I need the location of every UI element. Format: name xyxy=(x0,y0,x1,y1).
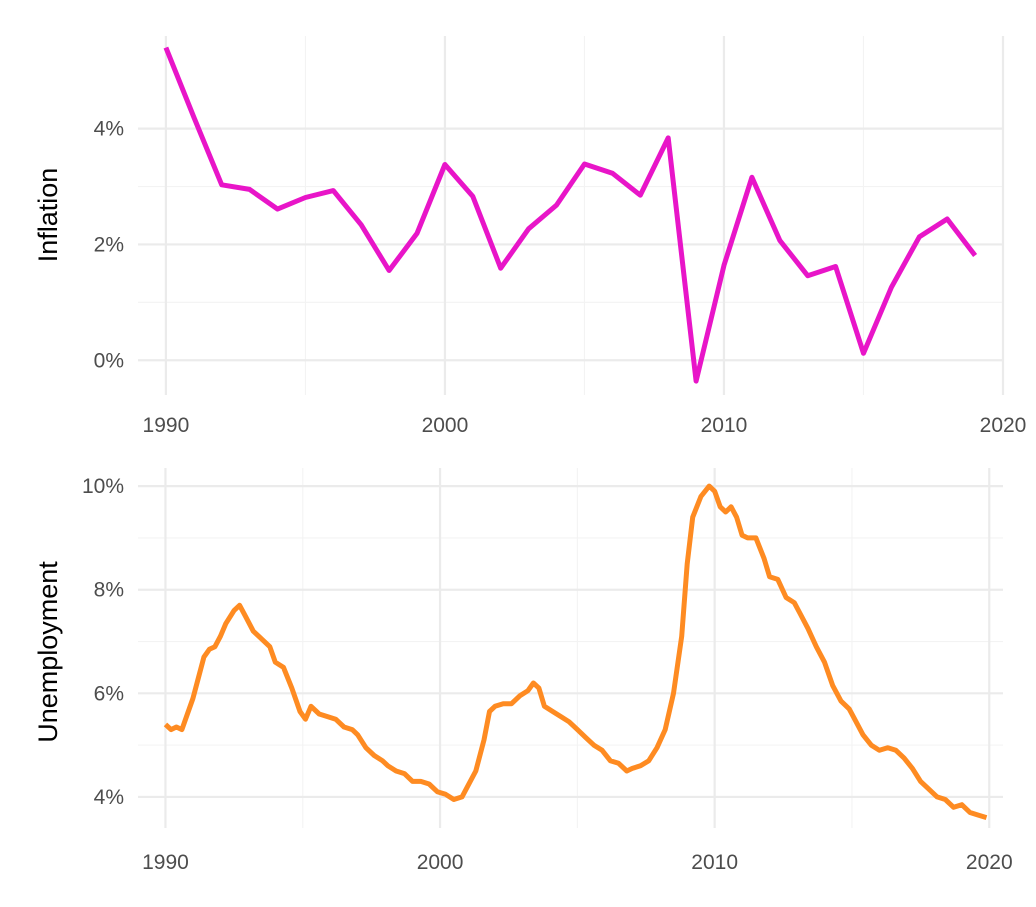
y-tick-label: 6% xyxy=(94,682,124,705)
inflation-panel: Inflation 1990 2000 2010 2020 0% 2% 4% xyxy=(33,36,1026,437)
inflation-series-line xyxy=(163,46,978,384)
x-tick-label: 2010 xyxy=(691,851,738,874)
x-tick-label: 2010 xyxy=(701,414,748,437)
unemployment-tick-labels: 1990 2000 2010 2020 4% 6% 8% 10% xyxy=(82,475,1013,874)
inflation-tick-labels: 1990 2000 2010 2020 0% 2% 4% xyxy=(94,118,1027,437)
y-tick-label: 4% xyxy=(94,786,124,809)
x-tick-label: 2020 xyxy=(966,851,1013,874)
x-tick-label: 2000 xyxy=(422,414,469,437)
y-tick-label: 2% xyxy=(94,233,124,256)
unemployment-panel: Unemployment 1990 2000 2010 2020 4% 6% 8% 10% xyxy=(33,468,1013,874)
y-tick-label: 0% xyxy=(94,349,124,372)
x-tick-label: 2020 xyxy=(980,414,1027,437)
unemployment-gridlines xyxy=(138,468,1003,828)
x-tick-label: 1990 xyxy=(142,851,189,874)
inflation-y-axis-title: Inflation xyxy=(33,168,63,263)
unemployment-y-axis-title: Unemployment xyxy=(33,561,63,743)
y-tick-label: 4% xyxy=(94,118,124,141)
x-tick-label: 1990 xyxy=(143,414,190,437)
y-tick-label: 8% xyxy=(94,579,124,602)
unemployment-series-line xyxy=(163,483,988,820)
x-tick-label: 2000 xyxy=(417,851,464,874)
y-tick-label: 10% xyxy=(82,475,124,498)
